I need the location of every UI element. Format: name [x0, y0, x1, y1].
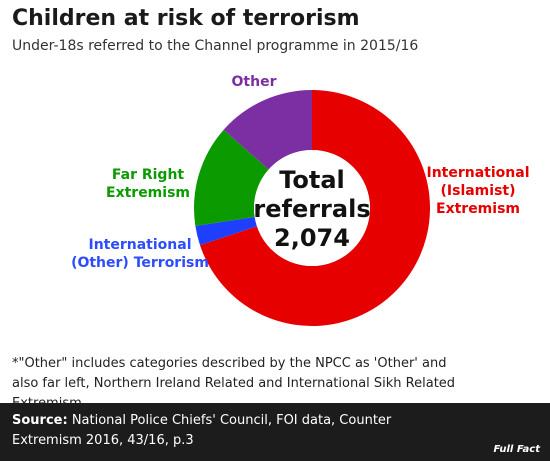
center-label-line3: 2,074	[274, 224, 350, 252]
slice-label-other: Other	[232, 74, 277, 90]
slice-label-islamist-line3: Extremism	[436, 201, 520, 217]
slice-label-islamist-line2: (Islamist)	[441, 183, 516, 199]
full-fact-logo: Full Fact	[493, 444, 540, 455]
slice-label-far-right-line1: Far Right	[112, 167, 185, 183]
source-citation: National Police Chiefs' Council, FOI dat…	[12, 413, 392, 448]
chart-subtitle: Under-18s referred to the Channel progra…	[12, 38, 419, 54]
slice-label-other-terrorism-line2: (Other) Terrorism	[71, 255, 209, 271]
slice-other	[223, 90, 312, 170]
donut-hole	[254, 150, 370, 266]
center-label-line2: referrals	[253, 195, 370, 223]
source-bar: Source: National Police Chiefs' Council,…	[0, 403, 550, 461]
slice-other-terrorism	[195, 216, 257, 246]
donut-chart: Total referrals 2,074 International (Isl…	[71, 74, 530, 326]
slice-label-other-terrorism-line1: International	[88, 237, 191, 253]
slice-far-right-extremism	[194, 129, 269, 226]
slice-islamist-extremism	[199, 90, 431, 326]
slice-label-islamist-line1: International	[426, 165, 529, 181]
slice-label-far-right-line2: Extremism	[106, 185, 190, 201]
footnote: *"Other" includes categories described b…	[12, 356, 456, 411]
chart-title: Children at risk of terrorism	[12, 6, 360, 31]
source-text: Source: National Police Chiefs' Council,…	[12, 411, 452, 451]
donut-slices	[194, 90, 431, 326]
center-label-line1: Total	[279, 166, 345, 194]
source-label: Source:	[12, 413, 68, 428]
